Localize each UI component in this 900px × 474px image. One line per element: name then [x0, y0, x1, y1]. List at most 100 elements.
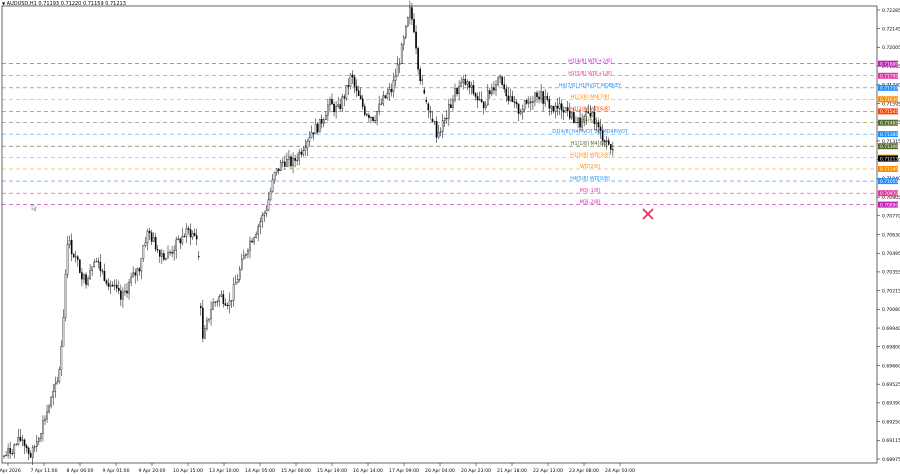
candle-body [489, 90, 491, 95]
candle-body [495, 84, 497, 91]
candle-body [251, 240, 253, 243]
y-tick-label: 0.70215 [882, 288, 900, 294]
candle-body [236, 279, 239, 284]
x-tick-label: 15 Apr 19:00 [317, 468, 347, 474]
candle-body [466, 81, 469, 85]
candle-body [521, 108, 524, 113]
candle-body [536, 92, 538, 98]
candle-body [325, 114, 327, 120]
candle-body [279, 162, 282, 172]
candle-body [523, 100, 526, 110]
candle-body [277, 168, 280, 172]
candle-body [487, 90, 489, 106]
symbol-label: AUDUSD,H1 [6, 1, 37, 7]
candle-body [612, 149, 614, 151]
candle-body [195, 235, 198, 240]
candle-body [327, 104, 329, 116]
candle-body [103, 270, 106, 281]
level-price-tag [878, 190, 898, 197]
level-label: H4[6/8] [581, 118, 599, 124]
candle-body [368, 114, 370, 118]
candle-body [296, 159, 298, 161]
candle-body [337, 104, 339, 107]
level-price-tag [878, 201, 898, 208]
level-price-tag-text: 0.71055 [880, 179, 898, 185]
level-price-tag-text: 0.71545 [880, 109, 898, 115]
candle-body [571, 112, 573, 119]
cursor-icon [31, 203, 38, 212]
candle-body [411, 7, 413, 20]
level-price-tag-text: 0.71465 [880, 120, 898, 126]
candle-body [187, 228, 190, 230]
candle-body [499, 76, 501, 79]
candle-body [464, 78, 467, 85]
candle-body [437, 132, 440, 138]
candle-body [339, 104, 342, 109]
x-tick-label: 8 Apr 06:00 [66, 468, 93, 474]
candle-body [146, 230, 149, 243]
candle-body [249, 240, 251, 251]
level-label: H1[3/8] MN[7/8] [571, 94, 610, 100]
candle-body [87, 278, 89, 285]
candle-body [288, 156, 290, 160]
candle-body [163, 253, 165, 260]
candle-body [421, 79, 424, 82]
level-price-tag-text: 0.70890 [880, 202, 898, 208]
candle-body [316, 123, 319, 133]
level-price-tag [878, 96, 898, 103]
x-tick-label: 15 Apr 00:00 [281, 468, 311, 474]
candle-body [566, 107, 569, 112]
level-price-tag-text: 0.71710 [880, 86, 898, 92]
candle-body [253, 237, 255, 243]
candle-body [349, 74, 352, 87]
candle-body [454, 88, 456, 101]
y-tick-label: 0.70630 [882, 232, 900, 238]
candle-body [109, 284, 112, 287]
candle-body [224, 303, 227, 306]
candle-body [575, 122, 577, 124]
candle-body [359, 95, 362, 99]
candle-body [83, 274, 85, 280]
level-price-tag [878, 119, 898, 126]
candle-body [7, 448, 9, 456]
candle-body [46, 411, 48, 420]
candle-body [185, 228, 188, 237]
candle-body [58, 369, 61, 382]
candle-body [294, 157, 296, 161]
candle-body [478, 99, 481, 101]
current-price-tag [878, 155, 898, 162]
candle-body [212, 302, 214, 310]
candle-body [392, 80, 395, 92]
candle-body [419, 68, 421, 82]
level-label: M3[-2/8] [580, 200, 601, 206]
x-tick-label: 6 Apr 2026 [0, 468, 21, 474]
candle-body [234, 282, 237, 285]
candle-body [493, 87, 495, 91]
candle-body [435, 121, 438, 138]
candle-body [70, 240, 73, 254]
level-label: H1[1/8] M4[6/8] [571, 141, 609, 147]
candle-body [169, 252, 171, 254]
candle-body [396, 64, 399, 77]
candle-body [136, 268, 139, 276]
candle-body [364, 106, 366, 115]
candle-body [230, 300, 233, 302]
candle-body [140, 258, 143, 272]
candle-body [532, 100, 534, 103]
y-tick-label: 0.69390 [882, 401, 900, 407]
candle-body [206, 319, 208, 329]
candle-body [554, 105, 557, 112]
candle-body [335, 106, 337, 113]
candle-body [380, 103, 383, 105]
y-tick-label: 0.70355 [882, 270, 900, 276]
candle-body [534, 92, 536, 102]
candle-body [193, 233, 196, 236]
candle-body [331, 99, 333, 105]
candle-body [384, 95, 387, 99]
candle-body [228, 300, 231, 307]
candle-body [9, 448, 11, 454]
candle-body [150, 232, 153, 242]
candle-body [40, 433, 42, 439]
candle-body [31, 446, 34, 458]
